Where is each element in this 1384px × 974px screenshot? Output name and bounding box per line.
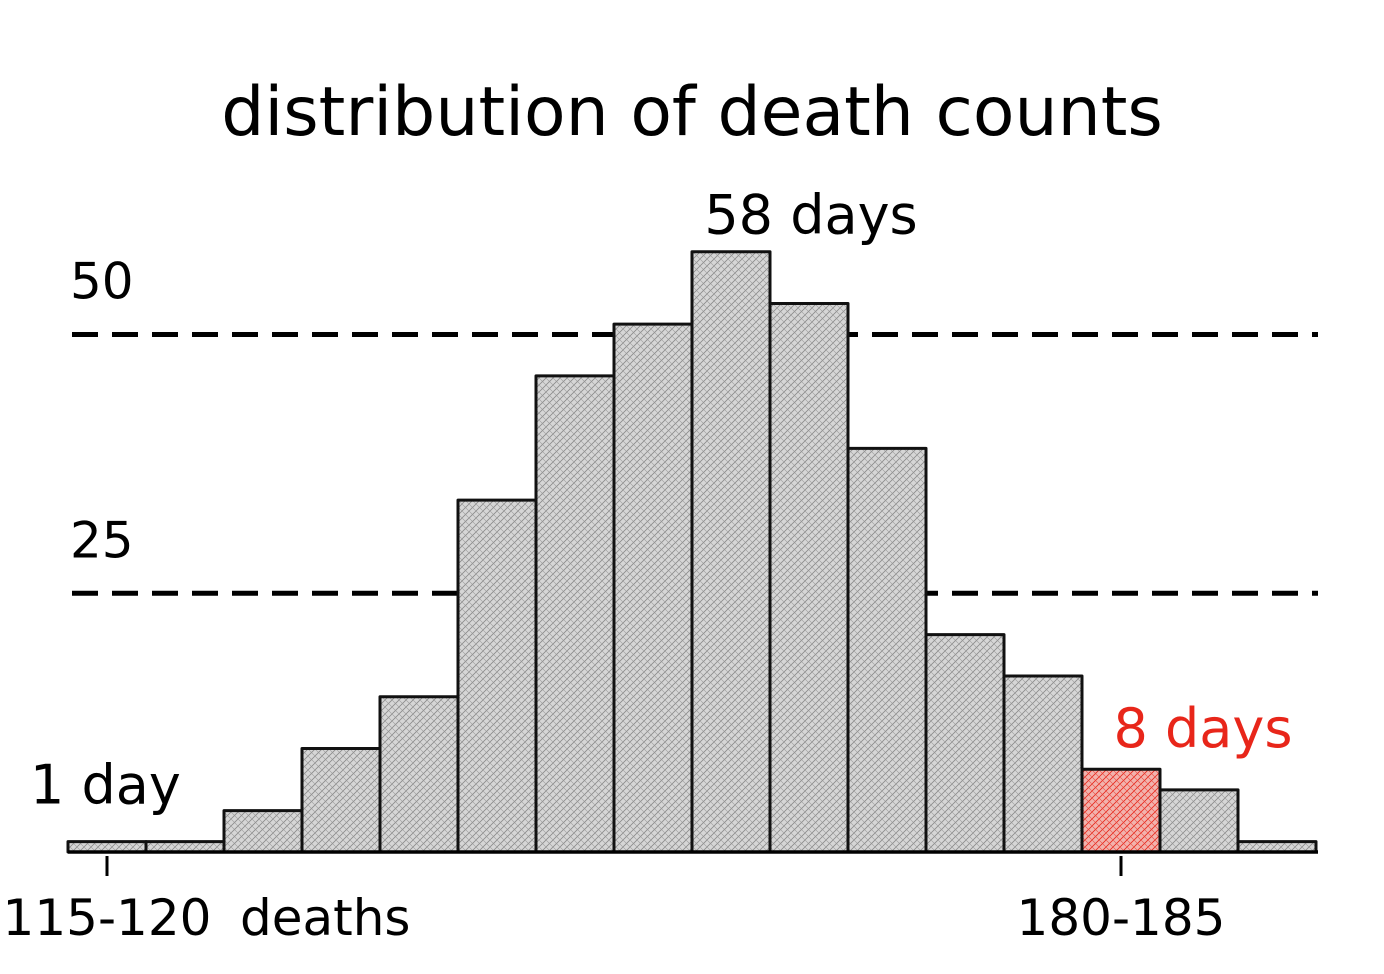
x-tick-label: 115-120 bbox=[3, 889, 212, 947]
y-tick-label: 50 bbox=[70, 253, 134, 311]
y-tick-label: 25 bbox=[70, 511, 134, 569]
bar-165-170 bbox=[846, 446, 928, 854]
bar-185-190 bbox=[1158, 788, 1240, 854]
annotation-label: 1 day bbox=[30, 754, 181, 817]
bar-175-180 bbox=[1002, 674, 1084, 854]
annotation-label: 58 days bbox=[704, 184, 917, 247]
axis-layer bbox=[68, 850, 1318, 876]
x-unit-label: deaths bbox=[240, 889, 410, 947]
bars-layer bbox=[66, 250, 1318, 854]
bar-130-135 bbox=[300, 747, 382, 854]
labels-layer: 25 50 115-120 deaths 180-185 58 days 8 days 1 d… bbox=[3, 184, 1293, 947]
annotation-label: 8 days bbox=[1114, 697, 1293, 760]
bar-125-130 bbox=[222, 809, 304, 854]
bar-170-175 bbox=[924, 633, 1006, 854]
bar-145-150 bbox=[534, 374, 616, 854]
bar-160-165 bbox=[768, 301, 850, 854]
bar-140-145 bbox=[456, 498, 538, 854]
x-tick-label: 180-185 bbox=[1017, 889, 1226, 947]
chart-title: distribution of death counts bbox=[221, 73, 1163, 152]
bar-155-160 bbox=[690, 250, 772, 854]
bar-150-155 bbox=[612, 322, 694, 854]
bar-135-140 bbox=[378, 695, 460, 854]
bar-180-185 bbox=[1080, 767, 1162, 854]
